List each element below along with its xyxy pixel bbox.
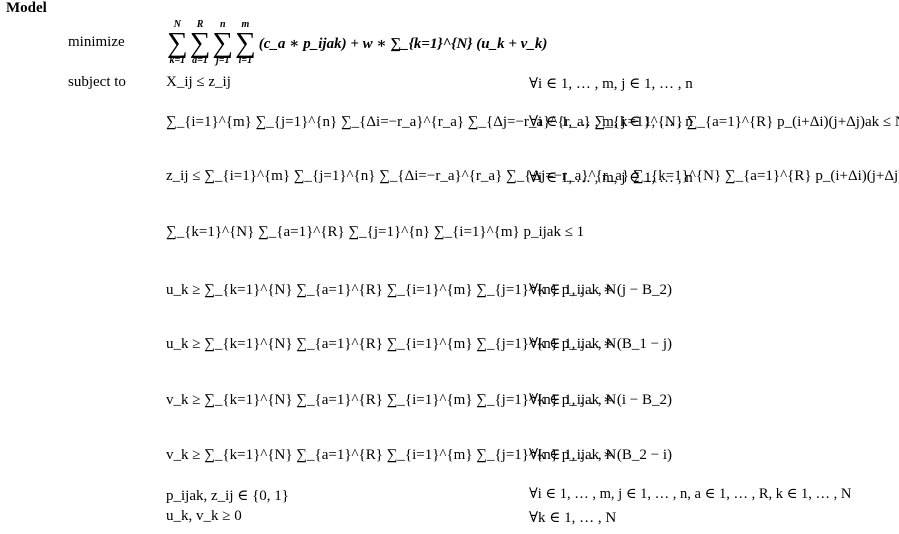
constraint-9-condition: ∀i ∈ 1, … , m, j ∈ 1, … , n, a ∈ 1, … , …: [529, 486, 851, 503]
model-heading: Model: [6, 0, 47, 17]
constraint-9-expression: p_ijak, z_ij ∈ {0, 1}: [166, 486, 289, 505]
objective-text: (c_a ∗ p_ijak) + w ∗ ∑_{k=1}^{N} (u_k + …: [259, 34, 548, 53]
constraint-1-expression: X_ij ≤ z_ij: [166, 74, 231, 91]
constraint-3-condition: ∀i ∈ 1, … , m, j ∈ 1, … , n: [529, 168, 693, 187]
sum-j: n ∑ j=1: [212, 20, 233, 66]
constraint-8-condition: ∀k ∈ 1, … , N: [529, 445, 616, 464]
subject-to-keyword: subject to: [68, 74, 126, 91]
sum-i: m ∑ i=1: [235, 20, 256, 66]
sum-a: R ∑ a=1: [190, 20, 211, 66]
minimize-keyword: minimize: [68, 34, 125, 51]
constraint-4-expression: ∑_{k=1}^{N} ∑_{a=1}^{R} ∑_{j=1}^{n} ∑_{i…: [166, 224, 584, 241]
constraint-1-condition: ∀i ∈ 1, … , m, j ∈ 1, … , n: [529, 74, 693, 93]
constraint-2-condition: ∀i ∈ 1, … , m, j ∈ 1, … , n: [529, 112, 693, 131]
constraint-5-condition: ∀k ∈ 1, … , N: [529, 280, 616, 299]
constraint-6-condition: ∀k ∈ 1, … , N: [529, 334, 616, 353]
constraint-10-condition: ∀k ∈ 1, … , N: [529, 508, 616, 527]
constraint-7-condition: ∀k ∈ 1, … , N: [529, 390, 616, 409]
sum-k: N ∑ k=1: [167, 20, 188, 66]
objective-expression: N ∑ k=1 R ∑ a=1 n ∑ j=1 m ∑ i=1 (c_a ∗ p_ijak) +…: [166, 20, 547, 66]
constraint-10-expression: u_k, v_k ≥ 0: [166, 508, 242, 525]
